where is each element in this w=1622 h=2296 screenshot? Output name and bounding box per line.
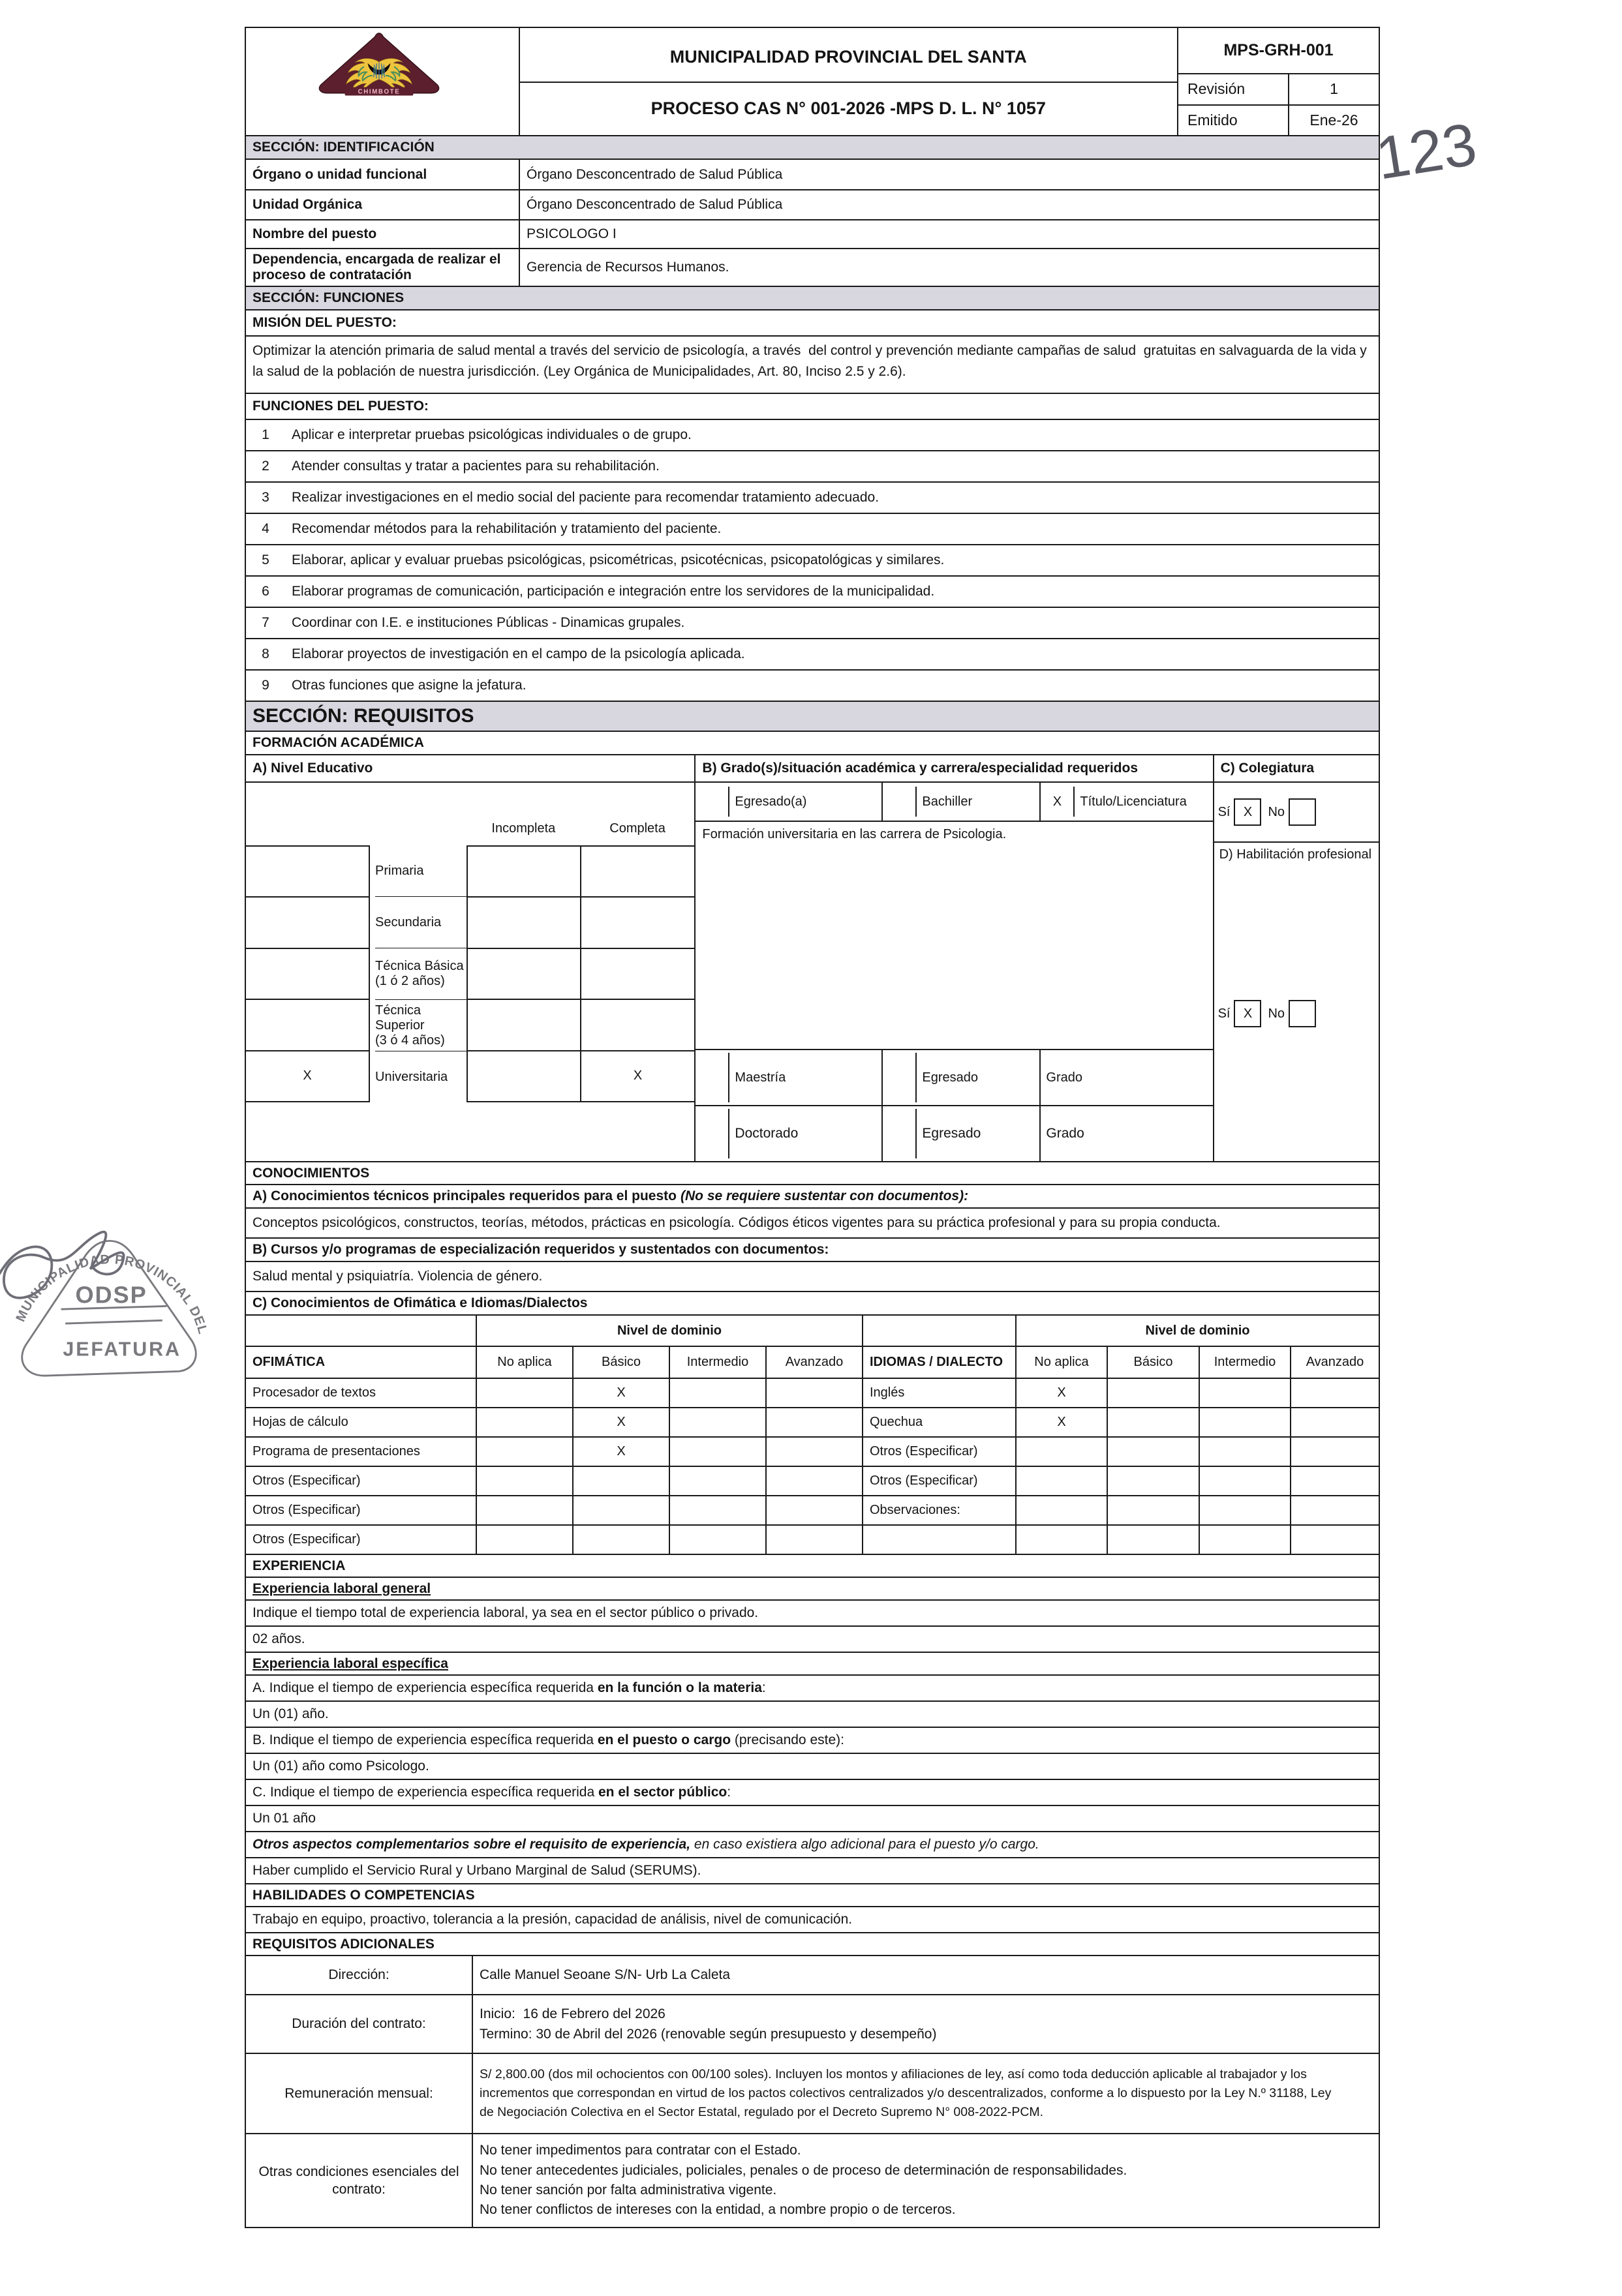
- svg-text:CHIMBOTE: CHIMBOTE: [358, 89, 400, 96]
- svg-text:JEFATURA: JEFATURA: [63, 1338, 181, 1361]
- svg-text:123: 123: [1377, 111, 1481, 192]
- svg-text:ODSP: ODSP: [75, 1282, 147, 1308]
